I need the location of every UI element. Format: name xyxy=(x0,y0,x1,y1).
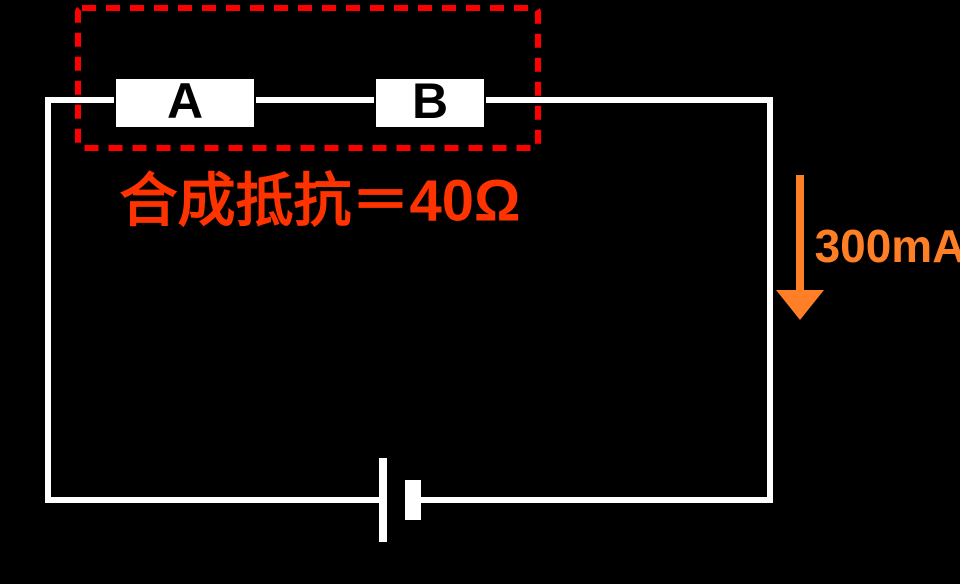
combined-resistance-formula: 合成抵抗＝40Ω xyxy=(119,168,520,233)
current-value-label: 300mA xyxy=(815,220,960,272)
battery-symbol-icon xyxy=(383,458,413,542)
current-arrowhead-icon xyxy=(776,290,824,320)
circuit-wires xyxy=(48,100,770,500)
resistor-b: B xyxy=(375,73,485,129)
circuit-diagram: A B 合成抵抗＝40Ω 300mA xyxy=(0,0,960,584)
resistor-b-label: B xyxy=(412,73,448,129)
current-indicator: 300mA xyxy=(776,175,960,320)
resistor-a-label: A xyxy=(167,73,203,129)
resistor-a: A xyxy=(115,73,255,129)
